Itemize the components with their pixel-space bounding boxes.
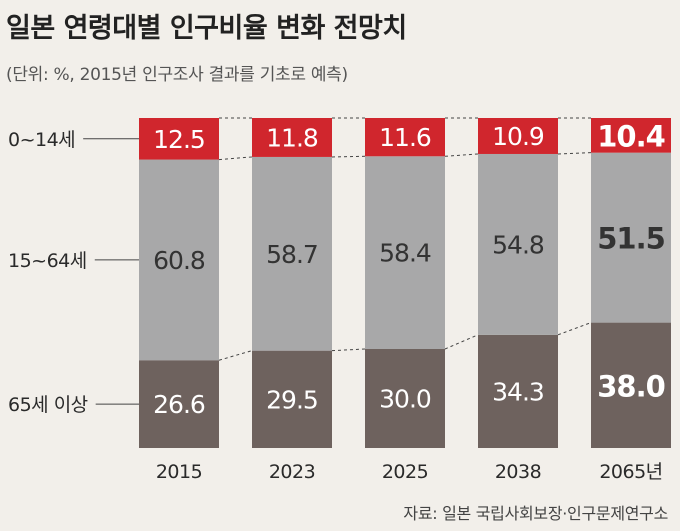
series-label-15-64: 15~64세 <box>8 250 87 272</box>
connector-line <box>444 153 479 157</box>
connector-line <box>557 152 592 155</box>
data-label: 10.4 <box>597 119 665 153</box>
data-label: 30.0 <box>379 385 431 414</box>
data-label: 34.3 <box>492 377 544 406</box>
data-label: 11.6 <box>379 123 431 152</box>
connector-line <box>444 334 479 350</box>
data-label: 38.0 <box>597 369 665 403</box>
data-label: 51.5 <box>597 222 665 256</box>
connector-line <box>557 322 592 336</box>
data-label: 54.8 <box>492 230 544 259</box>
bar-segment-0-14 <box>478 118 558 154</box>
bar-segment-15-64 <box>478 153 558 335</box>
connector-line <box>331 348 366 352</box>
data-label: 26.6 <box>153 390 205 419</box>
data-label: 10.9 <box>492 122 544 151</box>
category-label: 2023 <box>269 461 315 483</box>
category-label: 2065년 <box>599 461 662 483</box>
bar-segment-15-64 <box>139 159 219 361</box>
data-label: 29.5 <box>266 385 318 414</box>
data-label: 11.8 <box>266 123 318 152</box>
data-label: 60.8 <box>153 246 205 275</box>
bar-segment-65-plus <box>591 322 671 448</box>
bar-segment-15-64 <box>252 156 332 351</box>
connector-line <box>331 155 366 158</box>
bar-segment-15-64 <box>591 152 671 323</box>
category-label: 2025 <box>382 461 428 483</box>
bar-segment-15-64 <box>365 156 445 349</box>
bar-segment-65-plus <box>478 334 558 448</box>
bar-segment-0-14 <box>591 118 671 153</box>
data-label: 58.7 <box>266 240 318 269</box>
series-label-0-14: 0~14세 <box>8 129 75 151</box>
category-label: 2015 <box>156 461 202 483</box>
bar-segment-65-plus <box>252 350 332 448</box>
data-label: 12.5 <box>153 125 205 154</box>
series-label-65-plus: 65세 이상 <box>8 394 88 416</box>
chart-title: 일본 연령대별 인구비율 변화 전망치 <box>6 13 407 44</box>
data-label: 58.4 <box>379 239 431 268</box>
bar-segment-65-plus <box>139 360 219 448</box>
connector-line <box>218 156 253 161</box>
category-label: 2038 <box>495 461 541 483</box>
bar-segment-0-14 <box>139 118 219 160</box>
connector-line <box>218 350 253 361</box>
source-note: 자료: 일본 국립사회보장·인구문제연구소 <box>403 504 668 523</box>
bar-segment-0-14 <box>252 118 332 157</box>
chart-subtitle: (단위: %, 2015년 인구조사 결과를 기초로 예측) <box>6 65 348 85</box>
bar-segment-65-plus <box>365 349 445 448</box>
bar-segment-0-14 <box>365 118 445 157</box>
